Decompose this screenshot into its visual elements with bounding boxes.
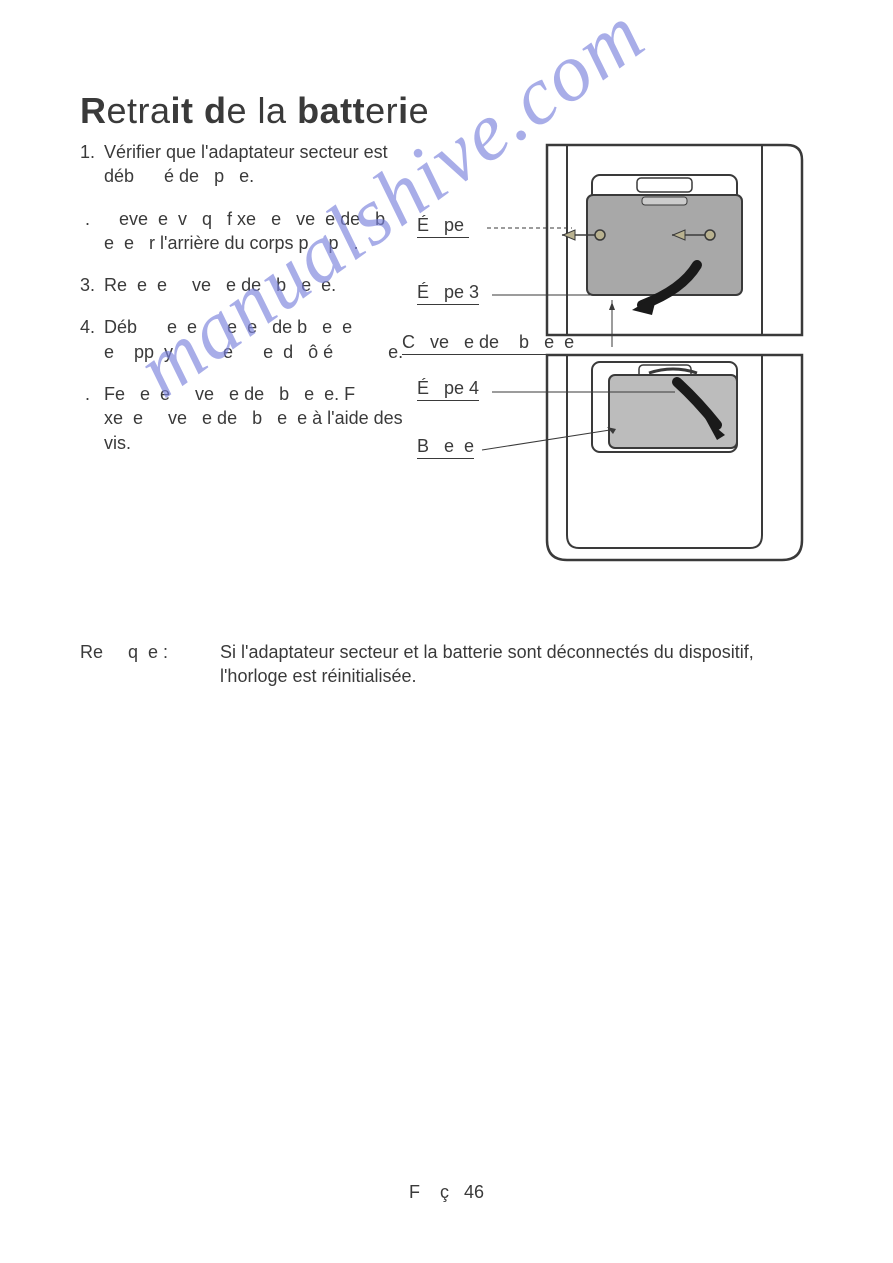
- title-p3: it d: [171, 90, 227, 131]
- step-3-num: 3.: [80, 273, 104, 297]
- page-footer: F ç 46: [0, 1182, 893, 1203]
- label-couvercle: C ve e de b e e: [402, 332, 574, 355]
- battery-cover: [562, 195, 742, 295]
- step-1: 1. Vérifier que l'adaptateur secteur est…: [80, 140, 405, 189]
- label-etape2: É pe: [417, 215, 469, 238]
- remark-label: Re q e :: [80, 640, 220, 689]
- remark-row: Re q e : Si l'adaptateur secteur et la b…: [80, 640, 813, 689]
- battery-diagram: [417, 140, 817, 570]
- page-title: Retrait de la batterie: [80, 90, 813, 132]
- title-p4: e la: [227, 90, 298, 131]
- step-5-text: Fe e e ve e de b e e. F xe e ve e de b e…: [104, 382, 405, 455]
- step-4-num: 4.: [80, 315, 104, 364]
- remark-text: Si l'adaptateur secteur et la batterie s…: [220, 640, 813, 689]
- step-2-text: eve e v q f xe e ve e de b e e r l'arriè…: [104, 207, 405, 256]
- title-p2: etra: [107, 90, 171, 131]
- steps-column: 1. Vérifier que l'adaptateur secteur est…: [80, 140, 405, 570]
- step-4: 4. Déb e e e e de b e e e pp y e e d ô é…: [80, 315, 405, 364]
- title-p1: R: [80, 90, 107, 131]
- step-5-num: .: [80, 382, 104, 455]
- illustration-column: É pe É pe 3 C ve e de b e e É pe 4 B e e: [417, 140, 817, 570]
- step-3: 3. Re e e ve e de b e e.: [80, 273, 405, 297]
- title-p5: batt: [297, 90, 365, 131]
- content-row: 1. Vérifier que l'adaptateur secteur est…: [80, 140, 813, 570]
- step-3-text: Re e e ve e de b e e.: [104, 273, 405, 297]
- step-1-text: Vérifier que l'adaptateur secteur est dé…: [104, 140, 405, 189]
- title-p8: e: [409, 90, 430, 131]
- step-5: . Fe e e ve e de b e e. F xe e ve e de b…: [80, 382, 405, 455]
- step-2-num: .: [80, 207, 104, 256]
- title-p6: er: [365, 90, 398, 131]
- step-2: . eve e v q f xe e ve e de b e e r l'arr…: [80, 207, 405, 256]
- label-etape3: É pe 3: [417, 282, 479, 305]
- label-batterie: B e e: [417, 436, 474, 459]
- step-1-num: 1.: [80, 140, 104, 189]
- label-etape4: É pe 4: [417, 378, 479, 401]
- title-p7: i: [398, 90, 409, 131]
- step-4-text: Déb e e e e de b e e e pp y e e d ô é e.: [104, 315, 405, 364]
